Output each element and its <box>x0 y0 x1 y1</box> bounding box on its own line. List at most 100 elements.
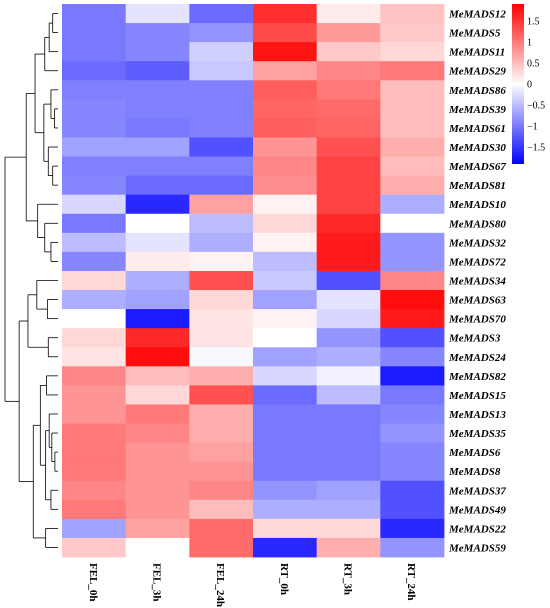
heatmap-cell <box>253 156 318 177</box>
row-label: MeMADS70 <box>448 314 506 326</box>
heatmap-cell <box>62 4 127 24</box>
heatmap-cell <box>253 366 318 386</box>
heatmap-cell <box>380 118 445 138</box>
row-label: MeMADS30 <box>448 142 506 154</box>
heatmap-cell <box>189 80 254 100</box>
row-dendrogram <box>4 13 58 548</box>
heatmap-cell <box>380 213 445 234</box>
legend-tick-label: 1 <box>527 37 532 48</box>
heatmap-cell <box>380 442 445 463</box>
column-label: RT_3h <box>342 563 354 595</box>
heatmap-cell <box>380 461 445 482</box>
heatmap-cell <box>380 499 445 520</box>
row-label: MeMADS32 <box>448 237 506 249</box>
heatmap-cell <box>62 118 127 138</box>
heatmap-cell <box>125 42 190 62</box>
heatmap-cell <box>189 118 254 138</box>
heatmap-cell <box>62 80 127 100</box>
heatmap-cell <box>189 42 254 62</box>
row-label: MeMADS13 <box>448 409 506 421</box>
heatmap-cell <box>253 23 318 43</box>
heatmap-cell <box>189 423 254 443</box>
column-label: FEL_24h <box>214 563 226 607</box>
heatmap-cell <box>62 442 127 463</box>
row-label: MeMADS67 <box>448 161 506 173</box>
heatmap-cells <box>62 4 445 558</box>
row-label: MeMADS24 <box>448 352 506 364</box>
heatmap-cell <box>189 61 254 81</box>
legend-tick-label: 1.5 <box>527 16 540 27</box>
heatmap-cell <box>316 537 381 558</box>
heatmap-cell <box>380 328 445 348</box>
heatmap-cell <box>189 270 254 291</box>
heatmap-cell <box>62 385 127 405</box>
heatmap-cell <box>189 251 254 272</box>
heatmap-cell <box>62 175 127 196</box>
heatmap-cell <box>189 175 254 196</box>
row-label: MeMADS8 <box>448 466 501 478</box>
heatmap-cell <box>189 518 254 539</box>
heatmap-cell <box>189 137 254 157</box>
heatmap-cell <box>62 309 127 329</box>
heatmap-cell <box>125 309 190 329</box>
heatmap-cell <box>253 80 318 100</box>
heatmap-cell <box>316 251 381 272</box>
heatmap-cell <box>189 537 254 558</box>
heatmap-cell <box>316 61 381 81</box>
legend-tick-label: 0.5 <box>527 58 540 69</box>
heatmap-cell <box>62 99 127 119</box>
heatmap-cell <box>316 423 381 443</box>
heatmap-cell <box>380 537 445 558</box>
heatmap-cell <box>125 80 190 100</box>
heatmap-cell <box>62 366 127 386</box>
row-label: MeMADS35 <box>448 428 506 440</box>
row-label: MeMADS72 <box>448 256 506 268</box>
heatmap-cell <box>62 480 127 501</box>
heatmap-cell <box>316 118 381 138</box>
heatmap-cell <box>125 232 190 253</box>
heatmap-cell <box>253 385 318 405</box>
heatmap-cell <box>253 442 318 463</box>
heatmap-cell <box>62 499 127 520</box>
heatmap-cell <box>125 537 190 558</box>
heatmap-cell <box>380 518 445 539</box>
heatmap-cell <box>380 194 445 215</box>
heatmap-cell <box>380 42 445 62</box>
heatmap-cell <box>380 4 445 24</box>
heatmap-cell <box>253 404 318 424</box>
heatmap-cell <box>125 423 190 443</box>
heatmap-cell <box>380 404 445 424</box>
heatmap-cell <box>189 309 254 329</box>
heatmap-cell <box>62 290 127 310</box>
heatmap-cell <box>125 137 190 157</box>
row-label: MeMADS34 <box>448 276 506 288</box>
heatmap-cell <box>380 385 445 405</box>
heatmap-cell <box>253 251 318 272</box>
heatmap-cell <box>189 4 254 24</box>
heatmap-cell <box>62 194 127 215</box>
heatmap-cell <box>316 213 381 234</box>
column-label: RT_24h <box>405 563 417 601</box>
heatmap-cell <box>253 423 318 443</box>
row-label: MeMADS80 <box>448 218 506 230</box>
heatmap-cell <box>62 328 127 348</box>
column-label: FEL_3h <box>151 563 163 602</box>
heatmap-cell <box>62 23 127 43</box>
heatmap-cell <box>62 156 127 177</box>
heatmap-cell <box>189 461 254 482</box>
heatmap-cell <box>62 423 127 443</box>
legend-tick-label: −1 <box>527 122 538 133</box>
heatmap-cell <box>316 518 381 539</box>
heatmap-cell <box>125 461 190 482</box>
heatmap-cell <box>125 480 190 501</box>
heatmap-cell <box>125 366 190 386</box>
heatmap-cell <box>316 23 381 43</box>
row-label: MeMADS15 <box>448 390 506 402</box>
heatmap-cell <box>253 537 318 558</box>
heatmap-cell <box>380 251 445 272</box>
heatmap-cell <box>62 251 127 272</box>
heatmap-cell <box>62 42 127 62</box>
heatmap-cell <box>253 347 318 367</box>
heatmap-cell <box>316 194 381 215</box>
